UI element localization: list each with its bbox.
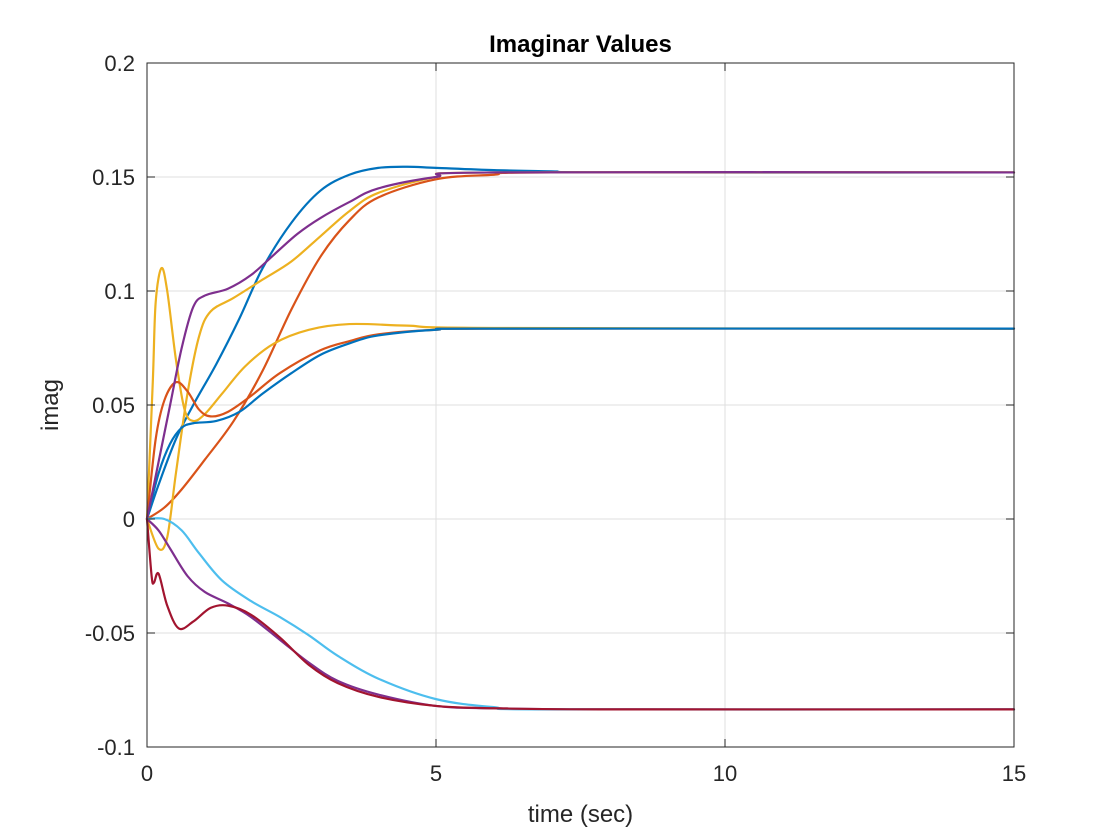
tick-labels: 0 5 10 15 -0.1 -0.05 0 0.05 0.1 0.15 0.2 — [85, 51, 1026, 786]
x-tick-label: 5 — [430, 761, 442, 786]
y-tick-label: 0.15 — [92, 165, 135, 190]
y-tick-label: 0 — [123, 507, 135, 532]
x-tick-label: 0 — [141, 761, 153, 786]
y-tick-label: 0.05 — [92, 393, 135, 418]
series-line-7 — [145, 171, 1016, 521]
tick-marks — [146, 62, 1015, 748]
y-tick-label: 0.2 — [104, 51, 135, 76]
chart-title: Imaginar Values — [489, 31, 672, 58]
series-line-6 — [145, 327, 1016, 521]
x-axis-label: time (sec) — [528, 801, 633, 828]
y-axis-label: imag — [37, 379, 64, 431]
series-line-3 — [145, 266, 1016, 521]
y-tick-label: 0.1 — [104, 279, 135, 304]
y-tick-label: -0.1 — [97, 735, 135, 760]
series-line-10 — [145, 517, 1016, 711]
y-tick-label: -0.05 — [85, 621, 135, 646]
series-layer — [145, 165, 1016, 711]
x-tick-label: 10 — [713, 761, 737, 786]
x-tick-label: 15 — [1002, 761, 1026, 786]
